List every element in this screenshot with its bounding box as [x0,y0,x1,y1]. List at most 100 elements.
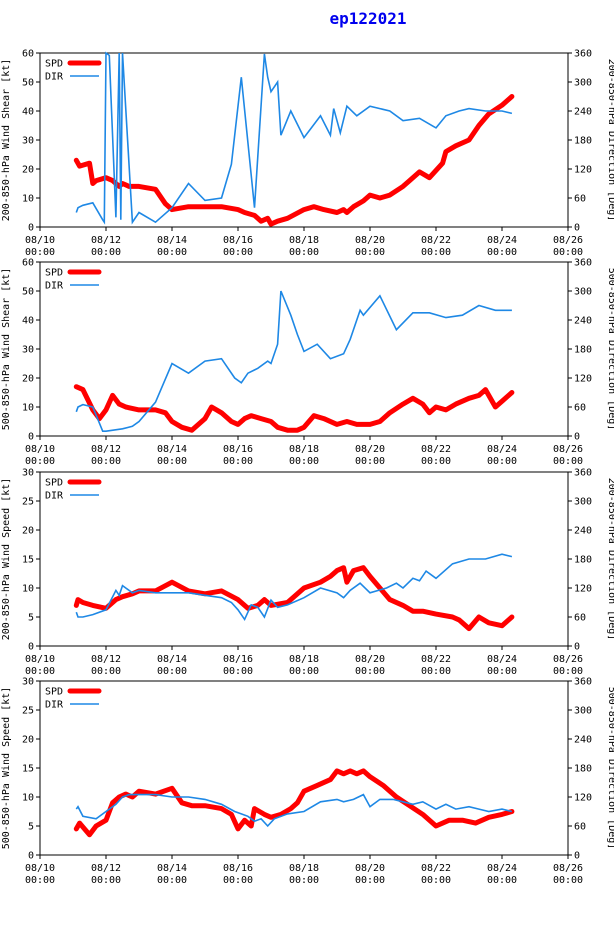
panels: 010203040506006012018024030036008/1000:0… [1,49,614,887]
right-tick-label: 360 [574,49,592,60]
x-tick-label: 08/10 [25,654,55,665]
left-tick-label: 30 [22,677,34,688]
x-tick-sublabel: 00:00 [289,247,319,258]
series-dir-line [75,51,513,225]
x-tick-sublabel: 00:00 [289,456,319,467]
legend-label-spd: SPD [45,687,63,698]
right-axis-label: 200-850-hPa Direction [Deg] [606,478,614,641]
x-tick-label: 08/12 [91,654,121,665]
right-tick-label: 180 [574,764,592,775]
x-tick-sublabel: 00:00 [25,666,55,677]
x-tick-sublabel: 00:00 [421,247,451,258]
x-tick-label: 08/10 [25,444,55,455]
left-axis-label: 200-850-hPa Wind Shear [kt] [1,59,12,222]
plot-frame [39,471,569,647]
x-tick-sublabel: 00:00 [157,666,187,677]
right-axis-label: 500-850-hPa Direction [Deg] [606,687,614,850]
left-tick-label: 25 [22,497,34,508]
x-tick-sublabel: 00:00 [553,666,583,677]
x-tick-sublabel: 00:00 [25,247,55,258]
x-tick-label: 08/26 [553,863,583,874]
right-tick-label: 240 [574,107,592,118]
left-tick-label: 20 [22,526,34,537]
x-tick-sublabel: 00:00 [223,247,253,258]
x-tick-sublabel: 00:00 [355,666,385,677]
right-tick-label: 120 [574,793,592,804]
x-tick-sublabel: 00:00 [355,247,385,258]
left-tick-label: 60 [22,258,34,269]
x-tick-label: 08/20 [355,235,385,246]
x-tick-label: 08/26 [553,444,583,455]
left-tick-label: 25 [22,706,34,717]
left-tick-label: 0 [28,851,34,862]
x-tick-label: 08/16 [223,235,253,246]
right-tick-label: 240 [574,526,592,537]
left-tick-label: 50 [22,287,34,298]
legend-label-dir: DIR [45,700,64,711]
x-tick-label: 08/10 [25,235,55,246]
x-tick-sublabel: 00:00 [157,875,187,886]
x-tick-sublabel: 00:00 [25,456,55,467]
legend-label-dir: DIR [45,491,64,502]
x-tick-sublabel: 00:00 [487,247,517,258]
x-tick-label: 08/16 [223,444,253,455]
left-tick-label: 40 [22,316,34,327]
x-tick-label: 08/20 [355,654,385,665]
left-tick-label: 5 [28,613,34,624]
x-tick-sublabel: 00:00 [157,247,187,258]
x-tick-sublabel: 00:00 [487,875,517,886]
x-tick-label: 08/12 [91,444,121,455]
left-axis-label: 200-850-hPa Wind Speed [kt] [1,478,12,641]
x-tick-label: 08/16 [223,863,253,874]
left-tick-label: 15 [22,764,34,775]
x-tick-label: 08/14 [157,654,187,665]
x-tick-label: 08/10 [25,863,55,874]
right-tick-label: 0 [574,432,580,443]
legend-label-spd: SPD [45,478,63,489]
series-dir-line [75,553,513,622]
right-tick-label: 240 [574,316,592,327]
left-tick-label: 5 [28,822,34,833]
x-tick-label: 08/12 [91,863,121,874]
x-tick-sublabel: 00:00 [157,456,187,467]
left-tick-label: 20 [22,735,34,746]
x-tick-label: 08/20 [355,444,385,455]
x-tick-label: 08/24 [487,863,517,874]
x-tick-sublabel: 00:00 [421,875,451,886]
x-tick-label: 08/14 [157,235,187,246]
right-axis-label: 500-850-hPa Direction [Deg] [606,268,614,431]
x-tick-label: 08/18 [289,863,319,874]
x-tick-sublabel: 00:00 [355,456,385,467]
x-tick-label: 08/20 [355,863,385,874]
left-tick-label: 0 [28,223,34,234]
x-tick-label: 08/22 [421,863,451,874]
right-tick-label: 180 [574,555,592,566]
x-tick-sublabel: 00:00 [421,456,451,467]
left-tick-label: 15 [22,555,34,566]
right-tick-label: 60 [574,194,586,205]
x-tick-sublabel: 00:00 [487,666,517,677]
x-tick-sublabel: 00:00 [91,247,121,258]
legend-label-spd: SPD [45,59,63,70]
x-tick-sublabel: 00:00 [553,456,583,467]
x-tick-sublabel: 00:00 [553,875,583,886]
right-tick-label: 60 [574,403,586,414]
right-tick-label: 180 [574,136,592,147]
right-tick-label: 300 [574,706,592,717]
x-tick-label: 08/22 [421,235,451,246]
chart-panel-3: 05101520253006012018024030036008/1000:00… [1,468,614,678]
right-tick-label: 360 [574,258,592,269]
right-tick-label: 300 [574,78,592,89]
x-tick-sublabel: 00:00 [421,666,451,677]
x-tick-sublabel: 00:00 [223,875,253,886]
right-tick-label: 60 [574,613,586,624]
right-tick-label: 60 [574,822,586,833]
chart-panel-2: 010203040506006012018024030036008/1000:0… [1,258,614,468]
x-tick-label: 08/24 [487,235,517,246]
x-tick-sublabel: 00:00 [289,666,319,677]
plot-frame [39,680,569,856]
series-spd-line [73,565,515,632]
x-tick-sublabel: 00:00 [223,666,253,677]
series-dir-line [75,290,512,433]
